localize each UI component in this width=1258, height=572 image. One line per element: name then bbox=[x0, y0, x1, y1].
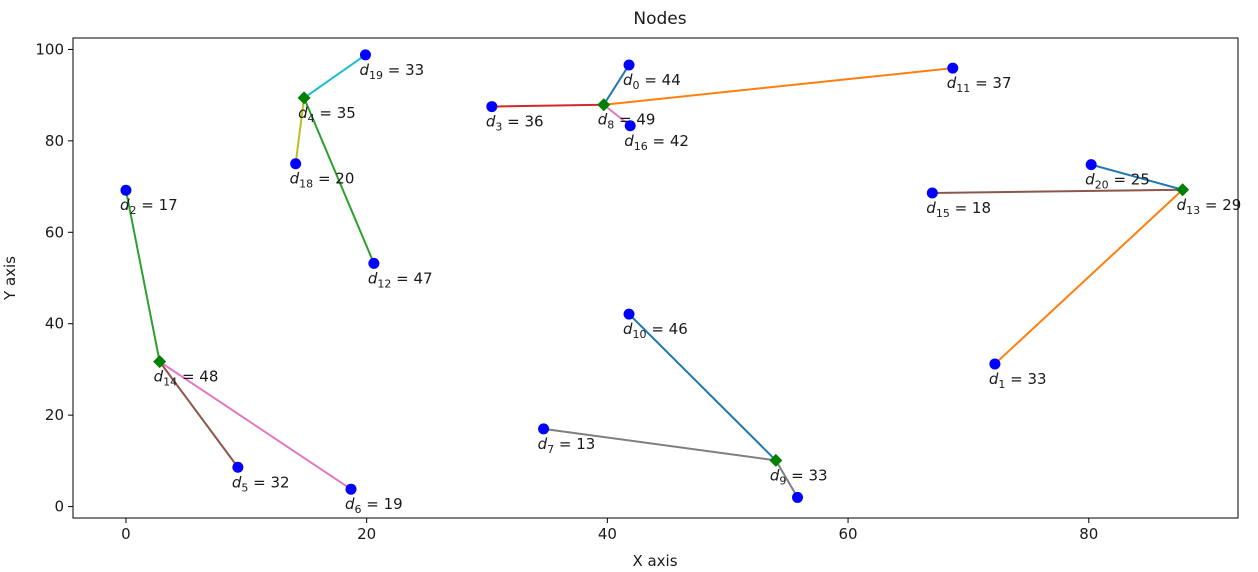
x-tick-label-0: 0 bbox=[121, 525, 131, 543]
node-label-19: d19 = 33 bbox=[359, 61, 424, 82]
y-tick-label-20: 20 bbox=[45, 406, 64, 424]
node-label-6: d6 = 19 bbox=[345, 495, 403, 516]
node-label-2: d2 = 17 bbox=[120, 196, 178, 217]
edge-8-0 bbox=[602, 64, 630, 106]
x-tick-label-40: 40 bbox=[598, 525, 617, 543]
node-label-13: d13 = 29 bbox=[1177, 196, 1242, 217]
edge-4-12 bbox=[303, 97, 375, 264]
y-tick-label-40: 40 bbox=[45, 315, 64, 333]
node-label-12: d12 = 47 bbox=[368, 269, 433, 290]
x-tick-label-80: 80 bbox=[1079, 525, 1098, 543]
y-tick-label-60: 60 bbox=[45, 223, 64, 241]
node-0 bbox=[623, 59, 635, 71]
node-11 bbox=[947, 62, 959, 74]
y-axis-label: Y axis bbox=[1, 256, 19, 301]
edge-14-6 bbox=[159, 360, 352, 491]
node-label-10: d10 = 46 bbox=[623, 320, 688, 341]
node-20 bbox=[1085, 159, 1097, 171]
node-label-14: d14 = 48 bbox=[154, 368, 219, 389]
plot-frame bbox=[72, 37, 1239, 519]
edge-13-1 bbox=[994, 189, 1184, 365]
edge-13-20 bbox=[1090, 163, 1183, 191]
node-label-4: d4 = 35 bbox=[298, 104, 356, 125]
node-extra-0 bbox=[792, 491, 804, 503]
hub-node-9 bbox=[769, 453, 783, 467]
node-label-0: d0 = 44 bbox=[623, 71, 681, 92]
y-tick-label-100: 100 bbox=[35, 40, 64, 58]
node-18 bbox=[290, 158, 302, 170]
node-10 bbox=[623, 308, 635, 320]
hub-node-4 bbox=[297, 91, 311, 105]
node-label-1: d1 = 33 bbox=[989, 370, 1047, 391]
node-2 bbox=[120, 184, 132, 196]
edge-8-16 bbox=[603, 103, 631, 127]
edge-9-10 bbox=[628, 313, 777, 462]
axes: 0 20 40 60 80 0 20 40 60 80 100 bbox=[35, 40, 1098, 543]
edge-14-5 bbox=[158, 361, 239, 468]
plot-area: d0 = 44 d1 = 33 d2 = 17 d3 = 36 d4 = 35 d5 = … bbox=[120, 49, 1241, 516]
node-label-15: d15 = 18 bbox=[926, 199, 991, 220]
node-19 bbox=[359, 49, 371, 61]
hub-node-14 bbox=[153, 355, 167, 369]
x-axis-label: X axis bbox=[632, 552, 677, 570]
node-12 bbox=[368, 257, 380, 269]
node-3 bbox=[486, 101, 498, 113]
node-label-8: d8 = 49 bbox=[598, 111, 656, 132]
node-label-18: d18 = 20 bbox=[290, 170, 355, 191]
node-label-5: d5 = 32 bbox=[232, 473, 290, 494]
edge-8-11 bbox=[603, 67, 953, 106]
node-15 bbox=[926, 187, 938, 199]
node-1 bbox=[989, 358, 1001, 370]
node-label-16: d16 = 42 bbox=[624, 132, 689, 153]
edge-8-3 bbox=[491, 103, 604, 108]
node-label-9: d9 = 33 bbox=[770, 466, 828, 487]
edge-4-18 bbox=[294, 97, 306, 164]
node-6 bbox=[345, 483, 357, 495]
edge-4-19 bbox=[303, 54, 367, 99]
hub-node-8 bbox=[597, 98, 611, 112]
node-5 bbox=[232, 461, 244, 473]
chart-title: Nodes bbox=[633, 9, 686, 29]
node-label-3: d3 = 36 bbox=[486, 113, 544, 134]
edge-9-7 bbox=[543, 427, 776, 462]
x-tick-label-60: 60 bbox=[839, 525, 858, 543]
edge-14-2 bbox=[124, 190, 161, 362]
node-16 bbox=[624, 120, 636, 132]
node-7 bbox=[538, 423, 550, 435]
y-tick-label-0: 0 bbox=[54, 498, 64, 516]
edge-extra-0 bbox=[774, 459, 799, 498]
y-tick-label-80: 80 bbox=[45, 132, 64, 150]
node-label-7: d7 = 13 bbox=[538, 435, 596, 456]
node-label-11: d11 = 37 bbox=[947, 74, 1012, 95]
edge-13-15 bbox=[932, 188, 1183, 194]
x-tick-label-20: 20 bbox=[357, 525, 376, 543]
hub-node-13 bbox=[1176, 183, 1190, 197]
node-label-20: d20 = 25 bbox=[1085, 171, 1150, 192]
